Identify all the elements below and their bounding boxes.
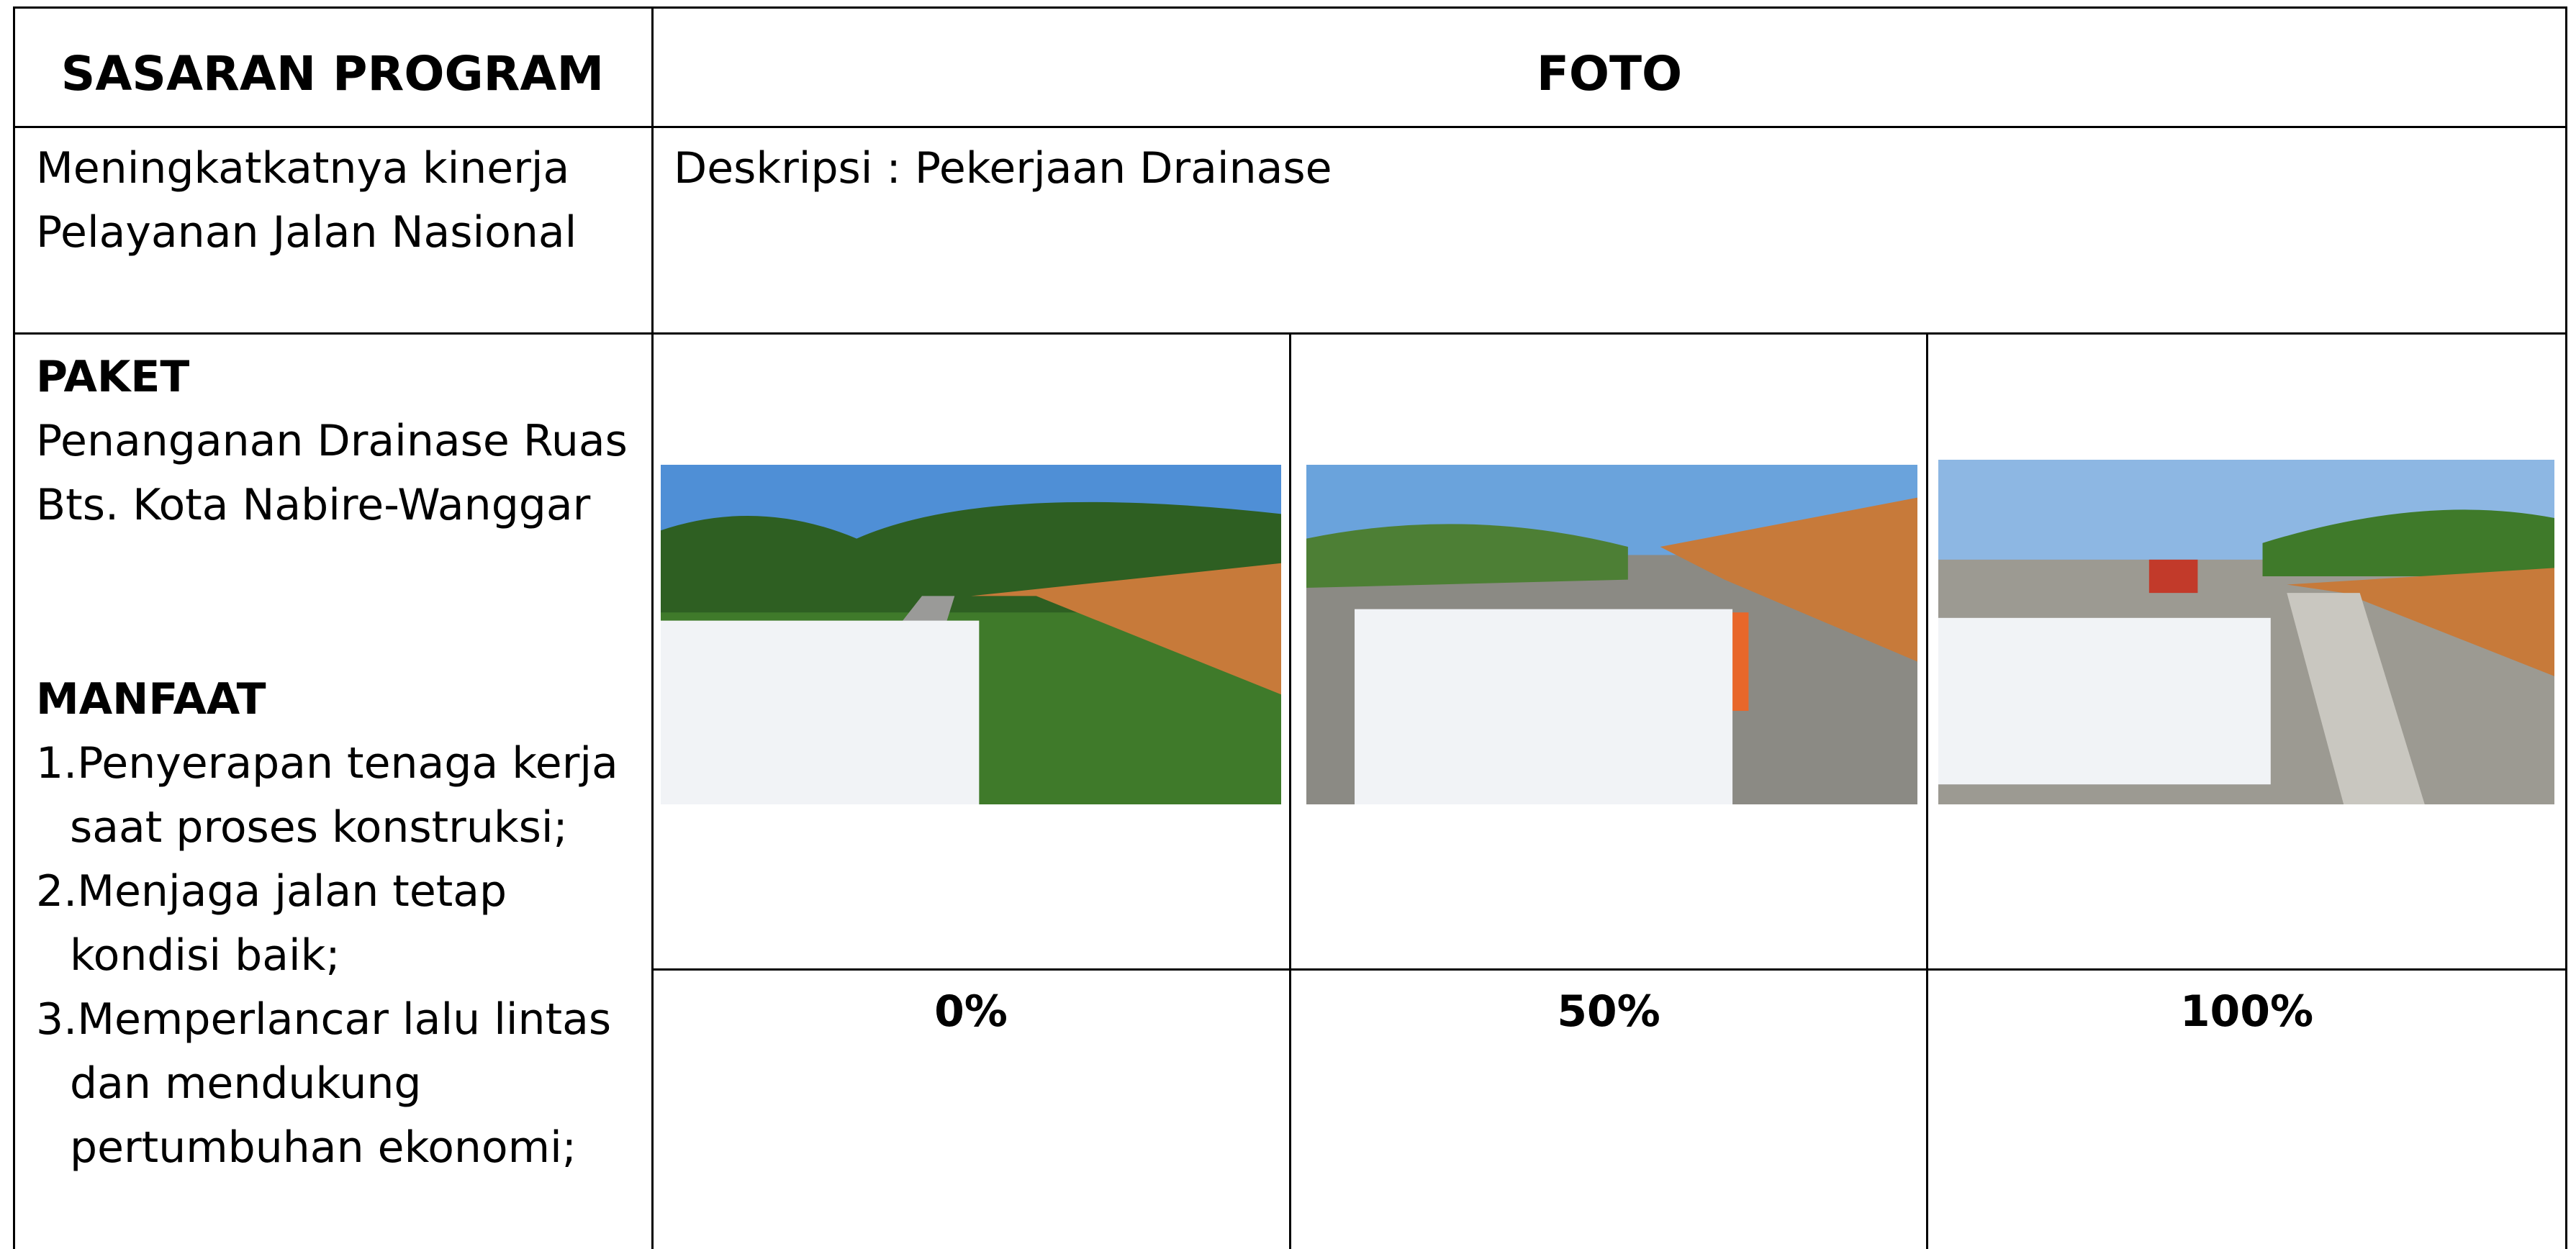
manfaat-item: saat proses konstruksi;: [70, 802, 568, 853]
border-right: [2565, 6, 2567, 1249]
progress-caption: 50%: [1557, 986, 1660, 1037]
row-divider: [13, 126, 2567, 128]
photo-divider: [1289, 332, 1291, 1249]
photo: [661, 465, 1281, 804]
photo-divider: [1926, 332, 1928, 1249]
sasaran-line: Meningkatkatnya kinerja: [36, 143, 570, 194]
row-divider: [651, 968, 2567, 971]
manfaat-item: dan mendukung: [70, 1058, 422, 1109]
paket-line: Bts. Kota Nabire-Wanggar: [36, 480, 591, 530]
deskripsi: Deskripsi : Pekerjaan Drainase: [674, 143, 1332, 194]
photo: [1306, 465, 1917, 804]
col-divider: [651, 6, 654, 1249]
manfaat-heading: MANFAAT: [36, 674, 266, 725]
manfaat-item: 3.Memperlancar lalu lintas: [36, 994, 612, 1045]
border-left: [13, 6, 15, 1249]
header-cell: SASARAN PROGRAM: [60, 46, 605, 101]
manfaat-item: pertumbuhan ekonomi;: [70, 1122, 577, 1173]
manfaat-item: kondisi baik;: [70, 930, 340, 981]
paket-heading: PAKET: [36, 352, 190, 402]
manfaat-item: 2.Menjaga jalan tetap: [36, 866, 507, 917]
progress-caption: 0%: [934, 986, 1008, 1037]
progress-caption: 100%: [2179, 986, 2314, 1037]
manfaat-item: 1.Penyerapan tenaga kerja: [36, 738, 618, 789]
header-cell: FOTO: [1536, 46, 1683, 101]
border-top: [13, 6, 2567, 9]
paket-line: Penanganan Drainase Ruas: [36, 416, 628, 466]
photo: [1938, 460, 2554, 804]
sasaran-line: Pelayanan Jalan Nasional: [36, 207, 577, 258]
